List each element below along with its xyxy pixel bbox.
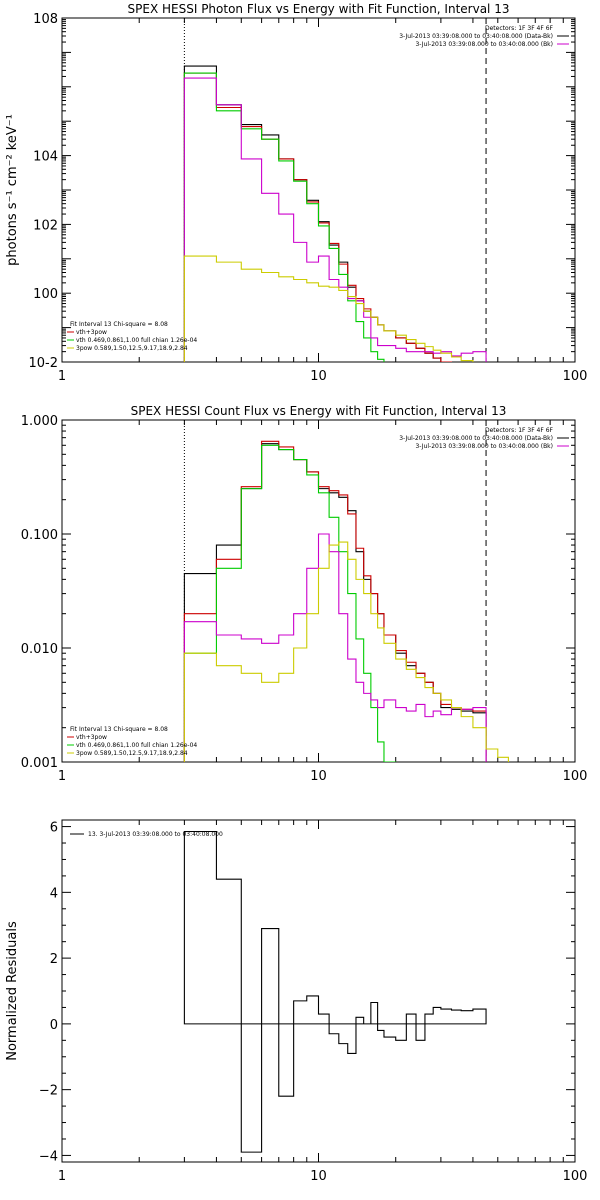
y-tick-label: 6 — [50, 821, 58, 836]
chart-panel-1: SPEX HESSI Photon Flux vs Energy with Fi… — [5, 2, 587, 384]
y-tick-label: 104 — [33, 150, 58, 165]
legend-top-left-entry: 13. 3-Jul-2013 03:39:08.000 to 03:40:08.… — [88, 831, 223, 838]
legend-top-entry: Detectors: 1F 3F 4F 6F — [485, 25, 554, 32]
series-line — [183, 444, 397, 762]
legend-bottom-entry: 3pow 0.589,1.50,12.5,9.17,18.9,2.84 — [76, 345, 188, 352]
x-tick-label: 1 — [58, 769, 66, 784]
legend-bottom-entry: vth+3pow — [76, 329, 107, 336]
legend-bottom-entry: vth 0.469,0.861,1.00 full chian 1.26e-04 — [76, 337, 197, 344]
series-line — [183, 77, 487, 362]
legend-top-entry: 3-Jul-2013 03:39:08.000 to 03:40:08.000 … — [399, 435, 553, 442]
chart-title: SPEX HESSI Count Flux vs Energy with Fit… — [131, 404, 507, 418]
series-line — [183, 533, 487, 762]
legend-top-entry: 3-Jul-2013 03:39:08.000 to 03:40:08.000 … — [415, 443, 553, 450]
legend-top-entry: 3-Jul-2013 03:39:08.000 to 03:40:08.000 … — [415, 41, 553, 48]
y-tick-label: 108 — [33, 12, 58, 27]
y-tick-label: 100 — [33, 287, 58, 302]
y-tick-label: 0.010 — [21, 642, 58, 657]
series-line — [183, 440, 487, 762]
legend-bottom-entry: Fit Interval 13 Chi-square = 8.08 — [70, 321, 168, 328]
y-tick-label: 1.000 — [21, 414, 58, 429]
chart-panel-2: SPEX HESSI Count Flux vs Energy with Fit… — [21, 404, 588, 784]
y-axis-label: photons s⁻¹ cm⁻² keV⁻¹ — [5, 114, 20, 266]
y-tick-label: 0 — [50, 1018, 58, 1033]
y-tick-label: 2 — [50, 952, 58, 967]
legend-bottom-entry: Fit Interval 13 Chi-square = 8.08 — [70, 726, 168, 733]
y-tick-label: 0.001 — [21, 756, 58, 771]
series-line — [183, 65, 453, 362]
legend-bottom-entry: 3pow 0.589,1.50,12.5,9.17,18.9,2.84 — [76, 750, 188, 757]
y-tick-label: −4 — [39, 1149, 58, 1164]
legend-top-entry: 3-Jul-2013 03:39:08.000 to 03:40:08.000 … — [399, 33, 553, 40]
x-tick-label: 10 — [310, 1169, 327, 1184]
series-line — [183, 541, 509, 762]
y-tick-label: 10-2 — [28, 356, 58, 371]
plot-frame — [61, 819, 576, 1163]
legend-bottom-entry: vth+3pow — [76, 734, 107, 741]
legend-top-entry: Detectors: 1F 3F 4F 6F — [485, 427, 554, 434]
legend-bottom-entry: vth 0.469,0.861,1.00 full chian 1.26e-04 — [76, 742, 197, 749]
y-tick-label: 4 — [50, 886, 58, 901]
y-tick-label: 102 — [33, 218, 58, 233]
chart-panel-3: Normalized Residuals 1 10 100 −4 −2 0 2 4 6 13. 3-… — [5, 819, 588, 1184]
x-tick-label: 100 — [563, 369, 588, 384]
x-tick-label: 10 — [310, 369, 327, 384]
plot-frame — [61, 17, 576, 363]
series-line — [183, 72, 453, 362]
x-tick-label: 100 — [563, 1169, 588, 1184]
x-tick-label: 1 — [58, 369, 66, 384]
y-tick-label: 0.100 — [21, 528, 58, 543]
series-line — [183, 443, 487, 762]
x-tick-label: 1 — [58, 1169, 66, 1184]
chart-title: SPEX HESSI Photon Flux vs Energy with Fi… — [128, 2, 510, 16]
x-tick-label: 100 — [563, 769, 588, 784]
y-tick-label: −2 — [39, 1084, 58, 1099]
x-tick-label: 10 — [310, 769, 327, 784]
series-line — [183, 830, 487, 1153]
y-axis-label: Normalized Residuals — [5, 921, 20, 1061]
series-line — [183, 72, 385, 362]
series-line — [183, 255, 474, 362]
